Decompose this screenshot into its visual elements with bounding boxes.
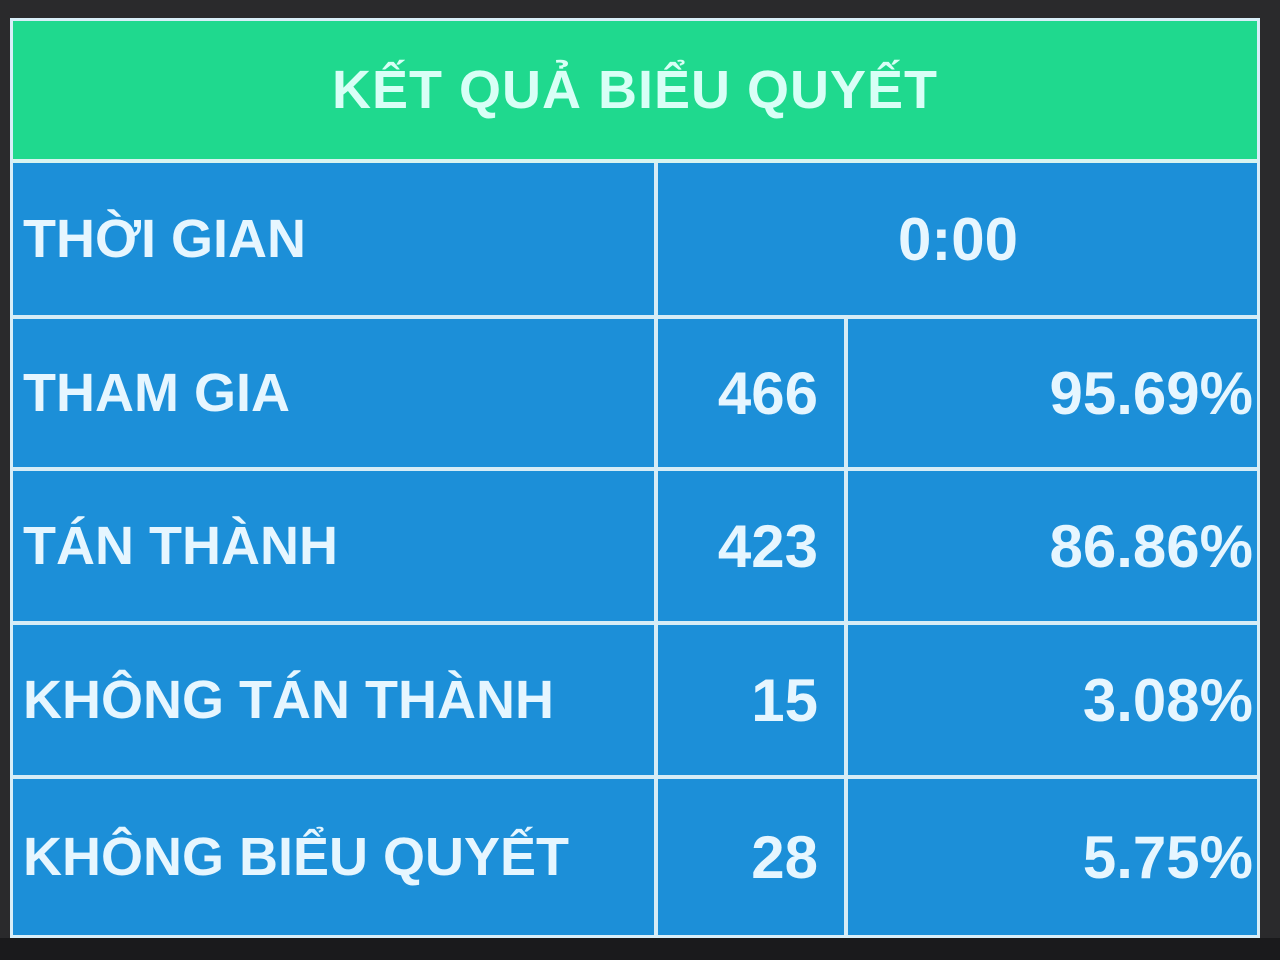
table-row: KHÔNG BIỂU QUYẾT 28 5.75% [13, 779, 1257, 935]
row-percent: 5.75% [1082, 823, 1253, 891]
table-row: KHÔNG TÁN THÀNH 15 3.08% [13, 625, 1257, 779]
time-label: THỜI GIAN [23, 209, 307, 269]
row-count: 466 [717, 359, 818, 427]
row-percent: 95.69% [1049, 359, 1254, 427]
row-count: 423 [717, 512, 818, 580]
row-count: 15 [751, 666, 818, 734]
table-row: THAM GIA 466 95.69% [13, 319, 1257, 471]
row-count: 28 [751, 823, 818, 891]
row-label: TÁN THÀNH [23, 516, 338, 576]
header: KẾT QUẢ BIỂU QUYẾT [13, 21, 1257, 163]
time-row: THỜI GIAN 0:00 [13, 163, 1257, 319]
title: KẾT QUẢ BIỂU QUYẾT [331, 60, 939, 120]
voting-results-screen: KẾT QUẢ BIỂU QUYẾT THỜI GIAN 0:00 THAM G… [10, 18, 1260, 938]
row-label: KHÔNG BIỂU QUYẾT [23, 827, 570, 887]
row-label: KHÔNG TÁN THÀNH [23, 670, 554, 730]
row-percent: 86.86% [1049, 512, 1254, 580]
monitor-bezel [0, 938, 1280, 960]
time-value: 0:00 [897, 205, 1019, 273]
row-percent: 3.08% [1082, 666, 1253, 734]
row-label: THAM GIA [23, 363, 290, 423]
table-row: TÁN THÀNH 423 86.86% [13, 471, 1257, 625]
